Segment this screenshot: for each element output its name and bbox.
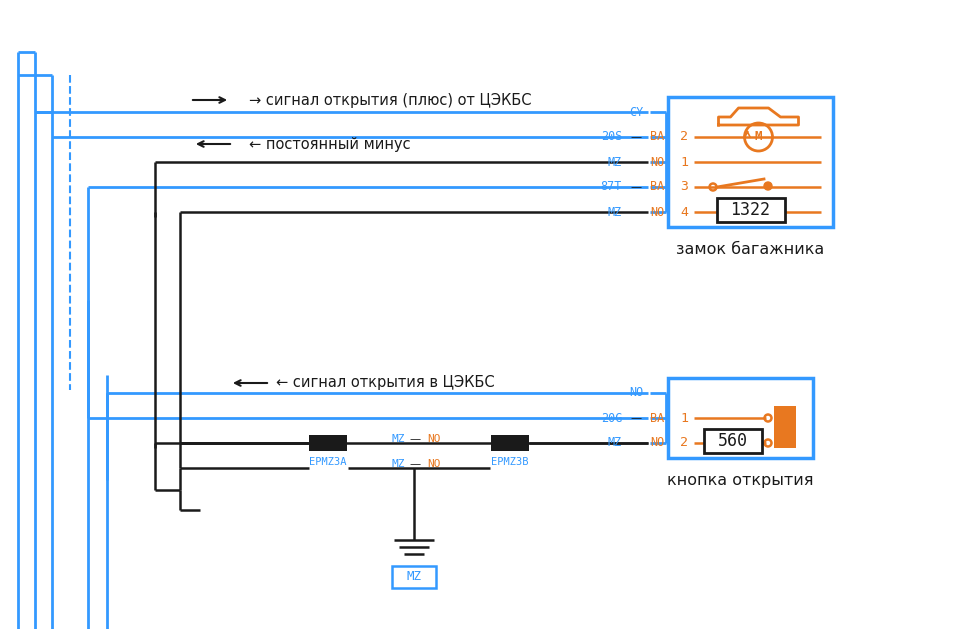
Text: —: — (631, 157, 641, 167)
Text: 87T: 87T (601, 181, 622, 194)
Text: —: — (631, 132, 641, 142)
Text: MZ: MZ (392, 434, 405, 444)
Text: кнопка открытия: кнопка открытия (667, 472, 814, 487)
Text: MZ: MZ (608, 206, 622, 218)
Text: замок багажника: замок багажника (677, 242, 825, 257)
Text: 2: 2 (680, 437, 688, 450)
Bar (392, 566, 436, 588)
Text: —: — (631, 207, 641, 217)
Text: 1: 1 (680, 411, 688, 425)
Bar (668, 378, 813, 458)
Text: ← сигнал открытия в ЦЭКБС: ← сигнал открытия в ЦЭКБС (276, 376, 494, 391)
Text: 2: 2 (680, 130, 688, 143)
Bar (668, 97, 833, 227)
Text: 20G: 20G (601, 411, 622, 425)
Bar (716, 198, 784, 222)
Bar (491, 435, 529, 451)
Text: BA: BA (650, 130, 664, 143)
Text: EPMZ3A: EPMZ3A (309, 457, 347, 467)
Bar (774, 406, 796, 447)
Text: 560: 560 (717, 432, 748, 450)
Text: 4: 4 (680, 206, 688, 218)
Text: —: — (409, 434, 420, 444)
Text: —: — (631, 438, 641, 448)
Text: NO: NO (650, 206, 664, 218)
Text: NO: NO (650, 155, 664, 169)
Text: EPMZ3B: EPMZ3B (492, 457, 529, 467)
Text: M: M (755, 130, 762, 143)
Text: MZ: MZ (608, 155, 622, 169)
Text: 3: 3 (680, 181, 688, 194)
Text: NO: NO (427, 459, 441, 469)
Text: —: — (631, 182, 641, 192)
Bar (309, 435, 347, 451)
Text: 20S: 20S (601, 130, 622, 143)
Text: MZ: MZ (406, 571, 421, 584)
Text: MZ: MZ (608, 437, 622, 450)
Text: —: — (409, 459, 420, 469)
Text: 1322: 1322 (731, 201, 771, 219)
Text: NO: NO (650, 437, 664, 450)
Text: ← постоянный минус: ← постоянный минус (250, 136, 411, 152)
Circle shape (764, 182, 772, 190)
Text: BA: BA (650, 411, 664, 425)
Text: → сигнал открытия (плюс) от ЦЭКБС: → сигнал открытия (плюс) от ЦЭКБС (249, 92, 531, 108)
Text: 1: 1 (680, 155, 688, 169)
Text: NO: NO (427, 434, 441, 444)
Text: BA: BA (650, 181, 664, 194)
Text: CY: CY (630, 106, 644, 118)
Text: MZ: MZ (392, 459, 405, 469)
Bar (704, 429, 761, 453)
Text: —: — (631, 413, 641, 423)
Text: NO: NO (630, 386, 644, 399)
